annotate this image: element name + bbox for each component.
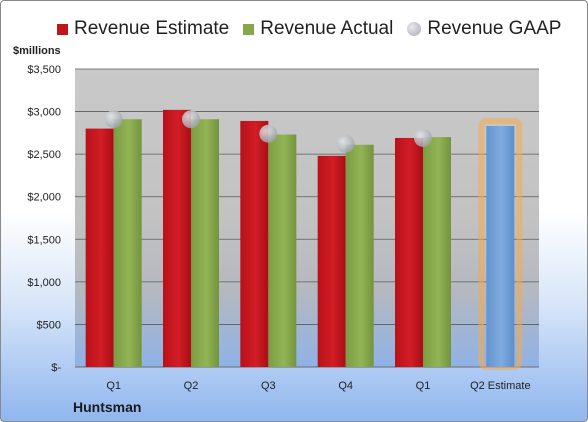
bar-revenue-actual [113,119,142,367]
bar-q2-estimate [486,126,515,367]
bar-revenue-estimate [240,120,269,368]
x-axis: Q1 Q2 Q3 Q4 Q1 Q2 Estimate [106,380,530,392]
y-tick-label: $2,000 [27,192,61,204]
bar-revenue-estimate [85,128,114,367]
legend-swatch-revenue-estimate [57,23,68,35]
x-tick-label: Q2 [184,380,199,392]
units-label: $millions [13,45,61,57]
legend-item-revenue-gaap: Revenue GAAP [407,18,561,40]
marker-revenue-gaap [259,124,278,143]
x-tick-label: Q1 [106,380,121,392]
x-tick-label: Q1 [416,380,431,392]
x-tick-label: Q2 Estimate [470,380,531,392]
y-axis: $- $500 $1,000 $1,500 $2,000 $2,500 $3,000 $3,5… [27,64,539,374]
y-tick-label: $1,000 [27,277,61,289]
legend: Revenue Estimate Revenue Actual Revenue … [57,16,561,42]
y-tick-label: $1,500 [27,234,61,246]
y-tick-label: $- [51,362,61,374]
bar-revenue-actual [268,134,297,367]
bar-revenue-actual [191,119,219,367]
y-tick-label: $3,000 [27,107,61,119]
gaap-markers [104,110,432,153]
company-name: Huntsman [73,399,142,415]
bar-revenue-estimate [317,155,346,367]
x-tick-label: Q3 [261,380,276,392]
y-tick-label: $2,500 [27,149,61,161]
bar-revenue-actual [423,137,451,367]
y-tick-label: $500 [37,319,61,331]
bars [85,109,523,370]
legend-label-revenue-actual: Revenue Actual [260,18,394,39]
marker-revenue-gaap [336,134,355,153]
legend-swatch-revenue-gaap [407,22,422,36]
gridlines [75,68,539,325]
legend-item-revenue-actual: Revenue Actual [243,18,393,40]
legend-item-revenue-estimate: Revenue Estimate [57,18,229,40]
bar-revenue-actual [345,144,374,367]
marker-revenue-gaap [414,128,432,147]
legend-swatch-revenue-actual [243,23,255,35]
x-tick-label: Q4 [338,380,353,392]
plot-area [75,69,539,367]
marker-revenue-gaap [104,110,123,129]
bar-revenue-estimate [395,137,423,367]
marker-revenue-gaap [182,110,200,129]
y-tick-label: $3,500 [27,64,61,76]
legend-label-revenue-gaap: Revenue GAAP [427,18,562,39]
legend-label-revenue-estimate: Revenue Estimate [74,18,230,39]
bar-revenue-estimate [163,109,191,368]
